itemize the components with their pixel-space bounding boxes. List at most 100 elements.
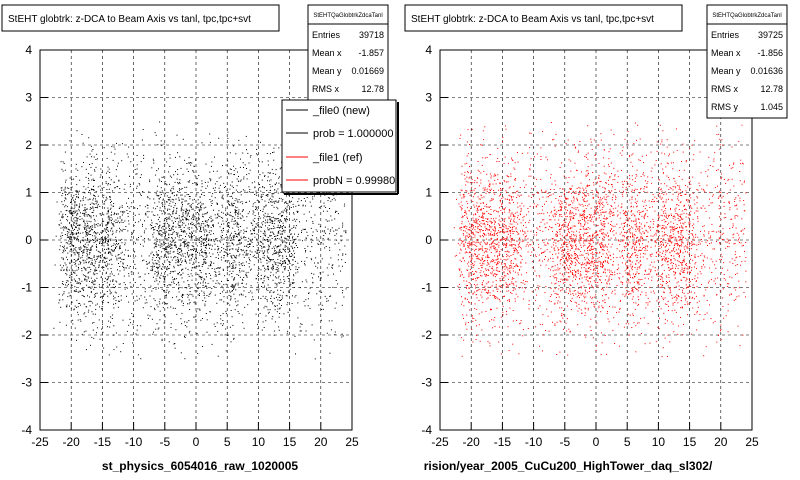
scatter-point bbox=[224, 275, 226, 277]
scatter-point bbox=[222, 228, 224, 229]
scatter-point bbox=[161, 338, 163, 340]
scatter-point bbox=[98, 255, 100, 257]
scatter-point bbox=[270, 298, 272, 299]
scatter-point bbox=[110, 321, 111, 323]
scatter-point bbox=[107, 221, 109, 223]
scatter-point bbox=[119, 206, 121, 208]
scatter-point bbox=[111, 214, 113, 216]
scatter-point bbox=[194, 303, 196, 305]
scatter-point bbox=[111, 218, 113, 220]
scatter-point bbox=[213, 170, 215, 172]
scatter-point bbox=[156, 190, 158, 192]
scatter-point bbox=[466, 269, 468, 271]
scatter-point bbox=[278, 182, 280, 184]
scatter-point bbox=[166, 289, 168, 291]
scatter-point bbox=[682, 242, 684, 244]
scatter-point bbox=[177, 299, 179, 301]
scatter-point bbox=[197, 207, 199, 208]
scatter-point bbox=[223, 248, 225, 250]
scatter-point bbox=[244, 164, 246, 166]
scatter-point bbox=[187, 171, 189, 172]
scatter-point bbox=[278, 326, 280, 328]
scatter-point bbox=[65, 194, 67, 196]
scatter-point bbox=[189, 215, 190, 217]
scatter-point bbox=[108, 188, 110, 190]
scatter-point bbox=[671, 241, 673, 243]
scatter-point bbox=[598, 163, 600, 164]
scatter-point bbox=[225, 209, 227, 211]
scatter-point bbox=[520, 266, 522, 268]
scatter-point bbox=[456, 198, 457, 200]
scatter-point bbox=[157, 254, 159, 256]
scatter-point bbox=[600, 246, 601, 247]
scatter-point bbox=[88, 214, 89, 216]
scatter-point bbox=[93, 288, 95, 290]
scatter-point bbox=[157, 283, 159, 285]
scatter-point bbox=[270, 259, 272, 260]
scatter-point bbox=[238, 229, 239, 231]
scatter-point bbox=[93, 194, 94, 196]
scatter-point bbox=[120, 221, 122, 223]
scatter-point bbox=[148, 261, 150, 263]
scatter-point bbox=[187, 203, 189, 205]
y-tick-label: -2 bbox=[21, 328, 32, 342]
scatter-point bbox=[231, 257, 233, 259]
scatter-point bbox=[275, 235, 277, 237]
scatter-point bbox=[88, 177, 89, 179]
scatter-point bbox=[241, 278, 243, 280]
scatter-point bbox=[196, 238, 198, 240]
scatter-point bbox=[72, 228, 73, 230]
scatter-point bbox=[476, 208, 478, 209]
scatter-point bbox=[74, 204, 76, 206]
scatter-point bbox=[109, 199, 111, 201]
scatter-point bbox=[175, 259, 177, 261]
scatter-point bbox=[684, 267, 686, 269]
scatter-point bbox=[330, 215, 332, 217]
scatter-point bbox=[63, 226, 65, 228]
scatter-point bbox=[95, 200, 97, 202]
scatter-point bbox=[233, 288, 234, 290]
scatter-point bbox=[681, 230, 683, 232]
scatter-point bbox=[234, 261, 236, 263]
scatter-point bbox=[75, 210, 77, 212]
scatter-point bbox=[279, 249, 281, 251]
scatter-point bbox=[198, 175, 200, 176]
scatter-point bbox=[284, 237, 286, 239]
scatter-point bbox=[511, 223, 513, 225]
scatter-point bbox=[117, 296, 119, 297]
scatter-point bbox=[274, 309, 276, 311]
scatter-point bbox=[238, 294, 240, 296]
scatter-point bbox=[77, 291, 79, 293]
scatter-point bbox=[142, 223, 143, 225]
scatter-point bbox=[284, 269, 286, 271]
scatter-point bbox=[223, 182, 225, 184]
scatter-point bbox=[269, 216, 271, 218]
scatter-point bbox=[276, 227, 278, 228]
scatter-point bbox=[507, 273, 509, 275]
scatter-point bbox=[159, 209, 161, 211]
scatter-point bbox=[233, 174, 235, 175]
scatter-point bbox=[179, 248, 181, 249]
scatter-point bbox=[214, 326, 216, 327]
scatter-point bbox=[241, 282, 243, 284]
scatter-point bbox=[305, 205, 306, 207]
scatter-point bbox=[178, 197, 180, 199]
scatter-point bbox=[281, 240, 283, 242]
scatter-point bbox=[93, 218, 95, 220]
scatter-point bbox=[701, 207, 703, 209]
scatter-point bbox=[261, 286, 262, 287]
scatter-point bbox=[90, 207, 92, 209]
scatter-point bbox=[186, 251, 188, 253]
scatter-point bbox=[341, 292, 343, 294]
scatter-point bbox=[158, 301, 160, 303]
scatter-point bbox=[210, 217, 212, 219]
scatter-point bbox=[482, 187, 484, 189]
scatter-point bbox=[205, 273, 207, 275]
scatter-point bbox=[95, 309, 97, 310]
scatter-point bbox=[547, 242, 548, 244]
scatter-point bbox=[172, 226, 174, 228]
scatter-point bbox=[88, 179, 90, 181]
scatter-point bbox=[62, 299, 64, 301]
scatter-point bbox=[554, 213, 556, 215]
